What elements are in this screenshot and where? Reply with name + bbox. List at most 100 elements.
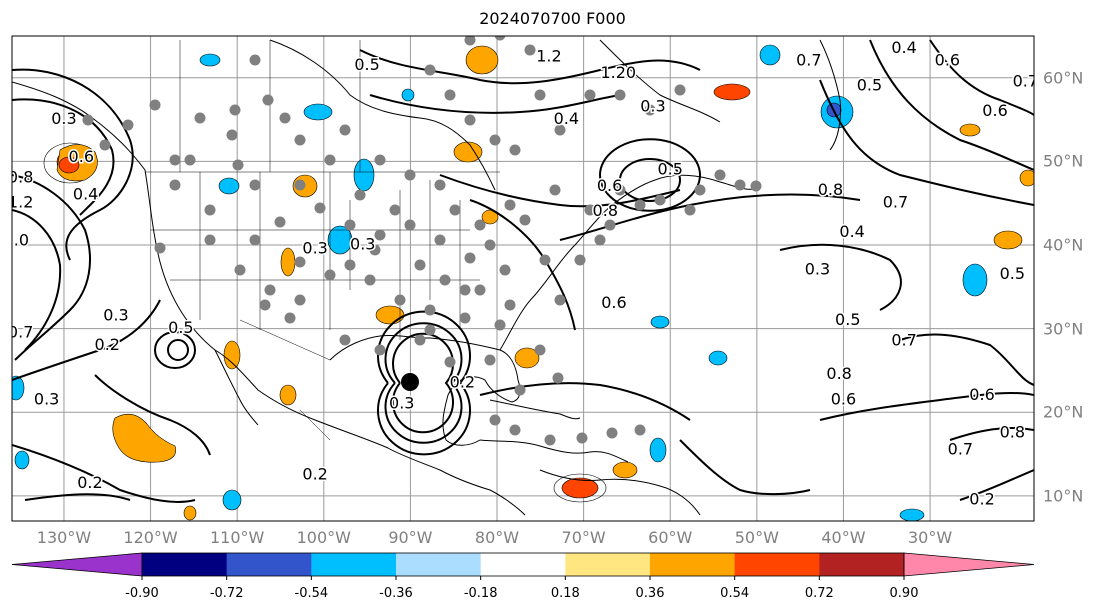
observation-site-dot bbox=[464, 114, 476, 126]
shade-patch bbox=[218, 177, 240, 195]
observation-site-dot bbox=[374, 229, 386, 241]
contour-label: 0.2 bbox=[450, 373, 475, 392]
observation-site-dot bbox=[369, 244, 381, 256]
shade-patch bbox=[401, 88, 415, 102]
shade-patch bbox=[514, 347, 540, 369]
shade-patch bbox=[899, 508, 925, 521]
observation-site-dot bbox=[634, 424, 646, 436]
observation-site-dot bbox=[364, 274, 376, 286]
observation-site-dot bbox=[194, 112, 206, 124]
contour-label: 0.2 bbox=[969, 490, 994, 509]
shade-patch bbox=[612, 461, 638, 479]
observation-site-dot bbox=[339, 124, 351, 136]
observation-site-dot bbox=[444, 89, 456, 101]
shade-patch bbox=[553, 473, 607, 503]
observation-site-dot bbox=[539, 254, 551, 266]
observation-site-dot bbox=[654, 194, 666, 206]
observation-site-dot bbox=[294, 134, 306, 146]
map-frame-background bbox=[12, 36, 1034, 521]
contour-label: 0.6 bbox=[601, 293, 626, 312]
colorbar-tick-label: 0.18 bbox=[550, 586, 580, 601]
observation-site-dot bbox=[404, 219, 416, 231]
observation-site-dot bbox=[499, 264, 511, 276]
observation-site-dot bbox=[204, 234, 216, 246]
observation-site-dot bbox=[259, 299, 271, 311]
observation-site-dot bbox=[449, 204, 461, 216]
contour-label: 0.8 bbox=[8, 168, 33, 187]
latitude-tick-label: 20°N bbox=[1043, 402, 1084, 422]
shade-patch bbox=[183, 505, 197, 521]
longitude-tick-label: 30°W bbox=[907, 528, 953, 547]
contour-label: 0.7 bbox=[796, 51, 821, 70]
contour-label: 0.3 bbox=[389, 393, 414, 412]
observation-site-dot bbox=[464, 252, 476, 264]
observation-site-dot bbox=[99, 139, 111, 151]
observation-site-dot bbox=[554, 124, 566, 136]
observation-site-dot bbox=[494, 319, 506, 331]
observation-site-dot bbox=[504, 199, 516, 211]
contour-label: 0.7 bbox=[8, 322, 33, 341]
shade-patch bbox=[453, 141, 483, 163]
shade-patch bbox=[481, 209, 499, 225]
shade-patch bbox=[199, 53, 221, 67]
observation-site-dot bbox=[149, 99, 161, 111]
contour-label: 0.8 bbox=[1000, 423, 1025, 442]
observation-site-dot bbox=[494, 36, 506, 41]
observation-site-dot bbox=[684, 204, 696, 216]
shade-patch bbox=[465, 45, 499, 75]
observation-site-dot bbox=[394, 294, 406, 306]
observation-site-dot bbox=[614, 89, 626, 101]
longitude-tick-label: 110°W bbox=[209, 528, 265, 547]
shade-patch bbox=[759, 44, 781, 66]
observation-site-dot bbox=[604, 219, 616, 231]
contour-label: 0.3 bbox=[640, 97, 665, 116]
contour-label: 0.5 bbox=[857, 76, 882, 95]
contour-label: 0.8 bbox=[818, 180, 843, 199]
shade-patch bbox=[1019, 169, 1034, 187]
contour-label: 0.2 bbox=[95, 335, 120, 354]
observation-site-dot bbox=[474, 284, 486, 296]
observation-site-dot bbox=[714, 169, 726, 181]
observation-site-dot bbox=[504, 299, 516, 311]
contour-label: 0.3 bbox=[51, 109, 76, 128]
colorbar-tick-label: 0.72 bbox=[804, 586, 834, 601]
observation-site-dot bbox=[474, 219, 486, 231]
observation-site-dot bbox=[606, 427, 618, 439]
shade-patch bbox=[649, 437, 667, 463]
shade-patch bbox=[713, 83, 751, 101]
observation-site-dot bbox=[674, 84, 686, 96]
shade-patch bbox=[303, 103, 333, 121]
contour-label: 0.4 bbox=[554, 109, 579, 128]
observation-site-dot bbox=[324, 269, 336, 281]
longitude-tick-label: 40°W bbox=[821, 528, 866, 547]
shade-patch bbox=[561, 477, 599, 499]
shade-patch bbox=[708, 350, 728, 366]
contour-label: 0.8 bbox=[826, 364, 851, 383]
observation-site-dot bbox=[344, 259, 356, 271]
storm-center-marker bbox=[401, 373, 419, 391]
observation-site-dot bbox=[284, 312, 296, 324]
colorbar-tick-label: 0.36 bbox=[635, 586, 665, 601]
colorbar-tick-label: 0.90 bbox=[889, 586, 919, 601]
observation-sites bbox=[82, 36, 762, 446]
observation-site-dot bbox=[484, 239, 496, 251]
contour-label: 0.8 bbox=[593, 201, 618, 220]
observation-site-dot bbox=[634, 199, 646, 211]
shade-patch bbox=[112, 413, 176, 463]
contour-label: 0.3 bbox=[103, 306, 128, 325]
observation-site-dot bbox=[354, 189, 366, 201]
observation-site-dot bbox=[434, 234, 446, 246]
observation-site-dot bbox=[554, 294, 566, 306]
observation-site-dot bbox=[534, 89, 546, 101]
observation-site-dot bbox=[464, 36, 476, 46]
colorbar-tick-label: -0.72 bbox=[209, 586, 244, 601]
observation-site-dot bbox=[234, 264, 246, 276]
observation-site-dot bbox=[324, 154, 336, 166]
observation-site-dot bbox=[489, 134, 501, 146]
observation-site-dot bbox=[414, 334, 426, 346]
longitude-tick-label: 130°W bbox=[36, 528, 92, 547]
observation-site-dot bbox=[644, 104, 656, 116]
contour-label: 1.2 bbox=[8, 193, 33, 212]
observation-site-dot bbox=[264, 284, 276, 296]
contour-label: 0.7 bbox=[883, 193, 908, 212]
